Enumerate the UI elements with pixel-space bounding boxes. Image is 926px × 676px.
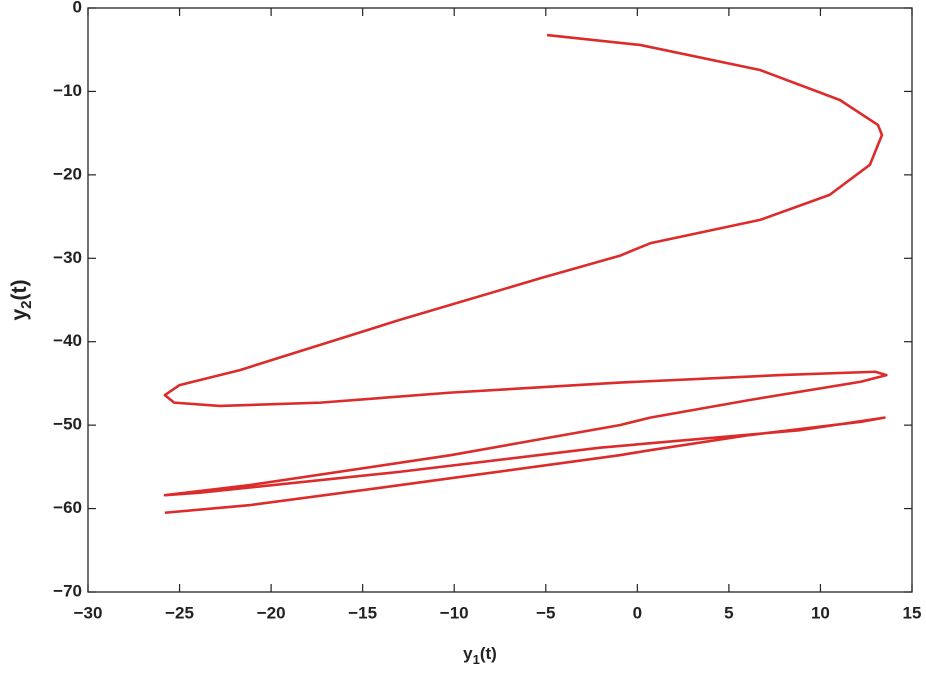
y-tick-label: −20 bbox=[53, 164, 82, 183]
x-label-rest: (t) bbox=[480, 644, 497, 663]
x-tick-label: −25 bbox=[165, 603, 194, 622]
data-line bbox=[163, 33, 888, 515]
x-tick-label: 15 bbox=[903, 603, 922, 622]
x-tick-label: −20 bbox=[257, 603, 286, 622]
y-axis-label: y2(t) bbox=[8, 279, 35, 320]
y-tick-label: −10 bbox=[53, 81, 82, 100]
y-tick-label: −50 bbox=[53, 415, 82, 434]
y-tick-label: −30 bbox=[53, 248, 82, 267]
y-tick-label: 0 bbox=[73, 0, 82, 16]
y-tick-label: −70 bbox=[53, 581, 82, 600]
x-tick-label: −30 bbox=[74, 603, 103, 622]
x-label-sub: 1 bbox=[473, 652, 480, 667]
y-label-rest: (t) bbox=[8, 279, 31, 300]
x-tick-label: 5 bbox=[724, 603, 733, 622]
plot-frame bbox=[87, 7, 913, 593]
y-label-base: y bbox=[8, 309, 31, 321]
y-tick-label: −40 bbox=[53, 331, 82, 350]
x-tick-label: −5 bbox=[536, 603, 555, 622]
x-axis-label: y1(t) bbox=[463, 644, 497, 667]
x-tick-label: −15 bbox=[348, 603, 377, 622]
y-tick-label: −60 bbox=[53, 498, 82, 517]
x-tick-label: 10 bbox=[811, 603, 830, 622]
x-tick-label: 0 bbox=[633, 603, 642, 622]
x-label-base: y bbox=[463, 644, 473, 663]
y-label-sub: 2 bbox=[18, 300, 35, 308]
x-tick-label: −10 bbox=[440, 603, 469, 622]
